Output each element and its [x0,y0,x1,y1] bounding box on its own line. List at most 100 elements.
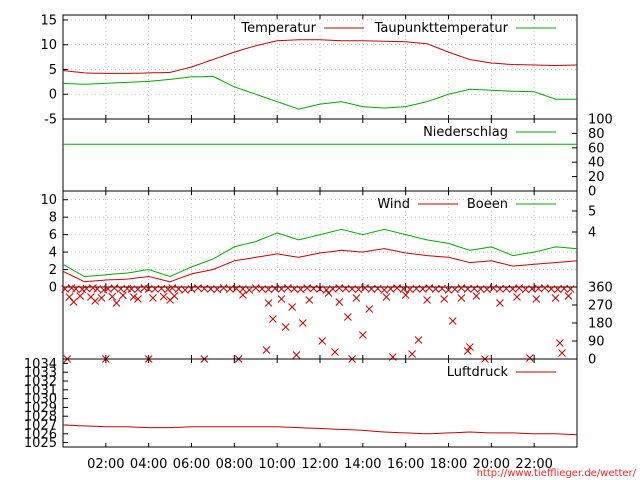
wind-direction-point [547,285,556,293]
x-tick-label: 14:00 [344,457,381,472]
wind-direction-point [157,284,166,293]
wind-direction-point [251,284,260,292]
wind-direction-point [69,298,78,306]
x-axis-labels: 02:00 04:00 06:00 08:00 10:00 12:00 14:00 16:00… [87,457,553,472]
wind-direction-point [457,294,466,302]
wind-direction-point [119,291,127,300]
wind-direction-point [76,292,84,300]
wind-direction-point [496,299,504,307]
wind-direction-point [412,284,421,293]
wind-direction-point [553,285,562,294]
wind-direction-point [566,285,575,293]
wind-direction-point [316,285,324,293]
wind-direction-point [219,284,228,292]
wind-direction-point [418,285,427,293]
y-tick-label: 100 [588,113,613,128]
x-tick-label: 06:00 [173,457,210,472]
wind-direction-point [361,284,369,292]
series-line [62,248,578,283]
wind-direction-point [463,347,472,355]
wind-direction-point [521,285,530,294]
wind-direction-point [425,284,434,292]
wind-direction-point [112,299,121,307]
wind-direction-point [65,293,74,301]
series-line [62,39,578,74]
wind-direction-point [309,284,318,293]
wind-direction-point [134,285,142,294]
wind-direction-point [556,339,564,347]
wind-direction-point [508,285,517,293]
x-tick-label: 08:00 [216,457,253,472]
wind-direction-point [245,286,254,294]
wind-direction-point [406,285,414,294]
x-tick-label: 18:00 [430,457,467,472]
y-tick-label: 0 [588,353,596,368]
y-tick-label: -5 [44,113,57,128]
wind-direction-point [335,298,344,306]
wind-direction-point [348,285,356,293]
wind-direction-point [354,285,363,294]
wind-direction-point [127,285,136,293]
wind-direction-point [194,284,202,292]
wind-direction-point [299,319,307,327]
legend-label: Wind [377,197,410,212]
wind-direction-point [365,305,374,313]
wind-direction-point [528,285,536,293]
x-tick-label: 22:00 [515,457,552,472]
y-tick-label: 60 [588,141,605,156]
panel-5: 1034103310321031103010291028102710261025… [24,357,578,451]
wind-direction-point [440,295,449,303]
wind-direction-point [284,284,292,292]
wind-direction-point [213,285,222,294]
y-tick-label: 80 [588,127,605,142]
y-tick-label: 180 [588,317,613,332]
y-tick-label: 1030 [24,392,57,407]
x-tick-label: 10:00 [258,457,295,472]
wind-direction-point [264,299,273,307]
wind-direction-point [496,285,504,293]
y-tick-label: 1029 [24,401,57,416]
wind-direction-point [277,295,286,303]
wind-direction-point [168,284,177,292]
y-tick-label: 360 [588,281,613,296]
x-tick-label: 02:00 [87,457,124,472]
wind-direction-point [393,284,401,292]
wind-direction-point [159,292,168,301]
wind-direction-point [382,293,391,301]
x-tick-label: 04:00 [130,457,167,472]
wind-direction-point [181,286,189,294]
wind-direction-point [144,285,153,293]
wind-direction-point [269,315,277,323]
wind-direction-point [335,284,344,292]
x-tick-label: 20:00 [473,457,510,472]
wind-direction-point [116,285,125,293]
y-tick-label: 1025 [24,436,57,451]
wind-direction-point [226,285,234,293]
y-tick-label: 1034 [24,357,57,372]
wind-direction-point [401,291,410,299]
wind-direction-point [444,286,453,294]
y-tick-label: 10 [40,38,57,53]
wind-direction-point [352,294,361,302]
x-tick-label: 12:00 [301,457,338,472]
wind-direction-point [91,297,99,305]
wind-direction-point [164,285,172,294]
wind-direction-point [472,292,481,300]
wind-direction-point [463,285,472,293]
y-tick-label: 2 [49,263,57,278]
legend-label: Niederschlag [423,125,508,140]
wind-direction-point [324,289,333,297]
wind-direction-point [277,285,286,293]
wind-direction-point [108,292,117,301]
wind-direction-point [104,285,112,293]
wind-direction-point [367,285,376,293]
wind-direction-point [134,295,142,303]
wind-direction-point [438,284,446,293]
wind-direction-point [448,317,457,325]
wind-direction-point [110,284,119,292]
wind-direction-point [373,284,382,293]
legend-label: Luftdruck [447,365,509,380]
wind-direction-point [564,292,573,300]
wind-direction-point [82,284,91,293]
